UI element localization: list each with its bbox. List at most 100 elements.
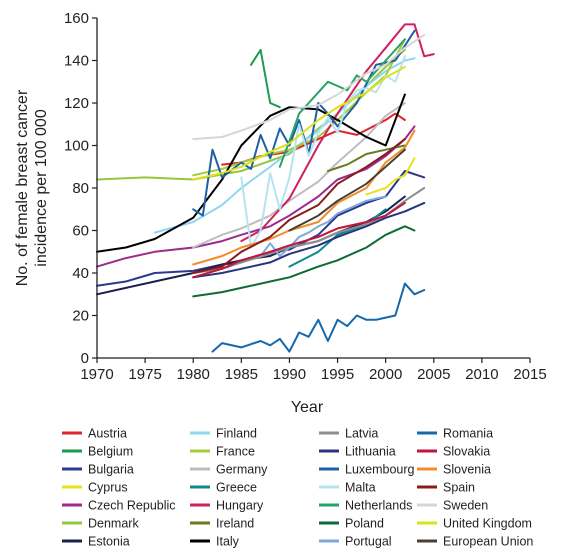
y-tick-label: 120 [64,95,89,112]
y-axis-title: No. of female breast cancer incidence per… [14,89,50,286]
legend-label: Belgium [88,445,133,459]
x-tick-label: 1975 [128,366,161,383]
legend-item-belgium: Belgium [62,445,133,459]
legend-label: Italy [216,535,240,549]
legend-label: Slovenia [443,463,491,477]
x-tick-label: 2010 [465,366,498,383]
series-line-czech-republic [96,125,416,268]
legend-item-netherlands: Netherlands [319,499,412,513]
legend: Austria Belgium Bulgaria Cyprus Czech Republ… [62,427,533,549]
legend-label: Austria [88,427,127,441]
series-line-portugal [259,195,387,257]
legend-item-cyprus: Cyprus [62,481,128,495]
series-line-italy [96,93,406,253]
legend-item-italy: Italy [190,535,240,549]
x-tick-label: 1970 [80,366,113,383]
legend-item-spain: Spain [417,481,475,495]
x-axis-title: Year [291,399,324,416]
legend-label: Cyprus [88,481,128,495]
legend-item-denmark: Denmark [62,517,139,531]
ticks-layer: 1970 1975 1980 1985 1990 1995 2000 2005 2010 2015… [64,10,547,383]
legend-label: Germany [216,463,268,477]
legend-item-lithuania: Lithuania [319,445,396,459]
legend-item-european-union: European Union [417,535,533,549]
legend-label: Portugal [345,535,392,549]
legend-label: European Union [443,535,533,549]
y-tick-label: 0 [81,350,89,367]
legend-label: Latvia [345,427,378,441]
y-tick-label: 100 [64,138,89,155]
legend-item-ireland: Ireland [190,517,254,531]
y-axis-title-line: incidence per 100 000 [33,109,50,267]
legend-label: Spain [443,481,475,495]
legend-label: Denmark [88,517,139,531]
x-tick-label: 1980 [177,366,210,383]
series-line-lithuania [192,201,426,279]
legend-label: Slovakia [443,445,490,459]
series-line-united-kingdom [192,65,406,181]
series-line-luxembourg [192,29,416,217]
legend-item-slovakia: Slovakia [417,445,490,459]
legend-item-latvia: Latvia [319,427,378,441]
y-tick-label: 60 [72,223,89,240]
legend-item-portugal: Portugal [319,535,392,549]
x-tick-label: 2005 [417,366,450,383]
legend-item-finland: Finland [190,427,257,441]
legend-item-germany: Germany [190,463,268,477]
y-tick-label: 140 [64,53,89,70]
x-tick-label: 1985 [225,366,258,383]
legend-item-poland: Poland [319,517,384,531]
legend-item-sweden: Sweden [417,499,488,513]
series-line-european-union [288,148,406,232]
series-line-spain [192,138,406,274]
series-line-malta [240,55,406,249]
legend-item-luxembourg: Luxembourg [319,463,415,477]
legend-label: Netherlands [345,499,412,513]
series-line-netherlands [278,38,406,168]
legend-label: Hungary [216,499,264,513]
series-layer [96,23,435,353]
legend-item-estonia: Estonia [62,535,130,549]
series-line-poland [192,225,416,298]
y-tick-label: 40 [72,265,89,282]
legend-label: Estonia [88,535,130,549]
x-tick-label: 1990 [273,366,306,383]
legend-item-france: France [190,445,255,459]
legend-label: Finland [216,427,257,441]
legend-item-romania: Romania [417,427,493,441]
legend-label: Greece [216,481,257,495]
legend-label: Poland [345,517,384,531]
legend-item-czech-republic: Czech Republic [62,499,176,513]
legend-label: United Kingdom [443,517,532,531]
y-tick-label: 160 [64,10,89,27]
legend-label: Romania [443,427,493,441]
y-axis-title-line: No. of female breast cancer [14,89,31,286]
legend-item-austria: Austria [62,427,127,441]
series-line-cyprus [365,157,416,196]
legend-label: Sweden [443,499,488,513]
y-tick-label: 80 [72,180,89,197]
legend-label: Bulgaria [88,463,134,477]
legend-label: Malta [345,481,376,495]
series-line-romania [211,282,426,353]
legend-label: Luxembourg [345,463,415,477]
legend-label: Ireland [216,517,254,531]
legend-label: Lithuania [345,445,396,459]
series-line-sweden [192,34,426,141]
legend-item-bulgaria: Bulgaria [62,463,134,477]
x-tick-label: 1995 [321,366,354,383]
legend-label: France [216,445,255,459]
legend-item-united-kingdom: United Kingdom [417,517,532,531]
series-line-belgium [250,48,281,109]
x-tick-label: 2000 [369,366,402,383]
series-line-slovakia [192,201,406,279]
y-tick-label: 20 [72,308,89,325]
series-line-germany [192,102,406,249]
x-tick-label: 2015 [513,366,546,383]
legend-item-greece: Greece [190,481,257,495]
legend-label: Czech Republic [88,499,176,513]
legend-item-hungary: Hungary [190,499,264,513]
legend-item-malta: Malta [319,481,376,495]
series-line-slovenia [192,129,416,266]
